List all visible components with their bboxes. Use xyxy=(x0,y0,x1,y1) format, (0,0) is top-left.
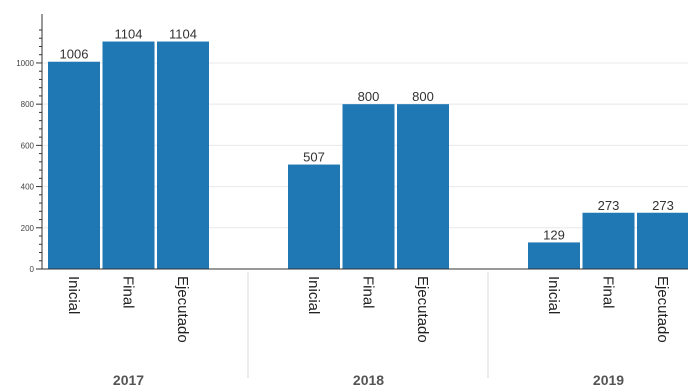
data-label: 273 xyxy=(652,198,674,213)
category-label: Ejecutado xyxy=(414,276,431,343)
category-label: Inicial xyxy=(65,276,82,314)
y-tick-label: 1000 xyxy=(16,59,34,68)
bars xyxy=(48,41,688,270)
data-label: 800 xyxy=(412,89,434,104)
bar-2017-final xyxy=(102,41,155,270)
labels: 1006 Inicial 1104 Final 1104 Ejecutado 2017 507… xyxy=(60,27,674,388)
bar-2019-final xyxy=(582,212,635,269)
y-axis: 0 200 400 600 800 1000 xyxy=(16,14,688,378)
data-label: 129 xyxy=(543,227,565,242)
data-label: 800 xyxy=(358,89,380,104)
bar-2019-ejecutado xyxy=(637,212,688,269)
category-label: Final xyxy=(120,276,137,309)
category-label: Inicial xyxy=(545,276,562,314)
group-label: 2019 xyxy=(593,372,624,388)
bar-2017-inicial xyxy=(48,61,100,269)
y-tick-label: 600 xyxy=(21,141,35,150)
category-label: Ejecutado xyxy=(174,276,191,343)
bar-2018-ejecutado xyxy=(397,104,449,269)
data-label: 507 xyxy=(303,150,325,165)
group-label: 2017 xyxy=(113,372,144,388)
bar-2018-final xyxy=(342,104,395,269)
data-label: 273 xyxy=(598,198,620,213)
data-label: 1104 xyxy=(115,27,143,42)
y-tick-label: 400 xyxy=(21,183,35,192)
y-tick-label: 800 xyxy=(21,100,35,109)
bar-2018-inicial xyxy=(288,164,340,269)
data-label: 1104 xyxy=(169,27,197,42)
group-label: 2018 xyxy=(353,372,384,388)
category-label: Final xyxy=(360,276,377,309)
category-label: Final xyxy=(600,276,617,309)
data-label: 1006 xyxy=(60,47,89,62)
bar-2017-ejecutado xyxy=(157,41,209,270)
y-tick-label: 200 xyxy=(21,224,35,233)
y-tick-label: 0 xyxy=(30,265,35,274)
category-label: Inicial xyxy=(305,276,322,314)
bar-2019-inicial xyxy=(528,242,580,269)
category-label: Ejecutado xyxy=(654,276,671,343)
